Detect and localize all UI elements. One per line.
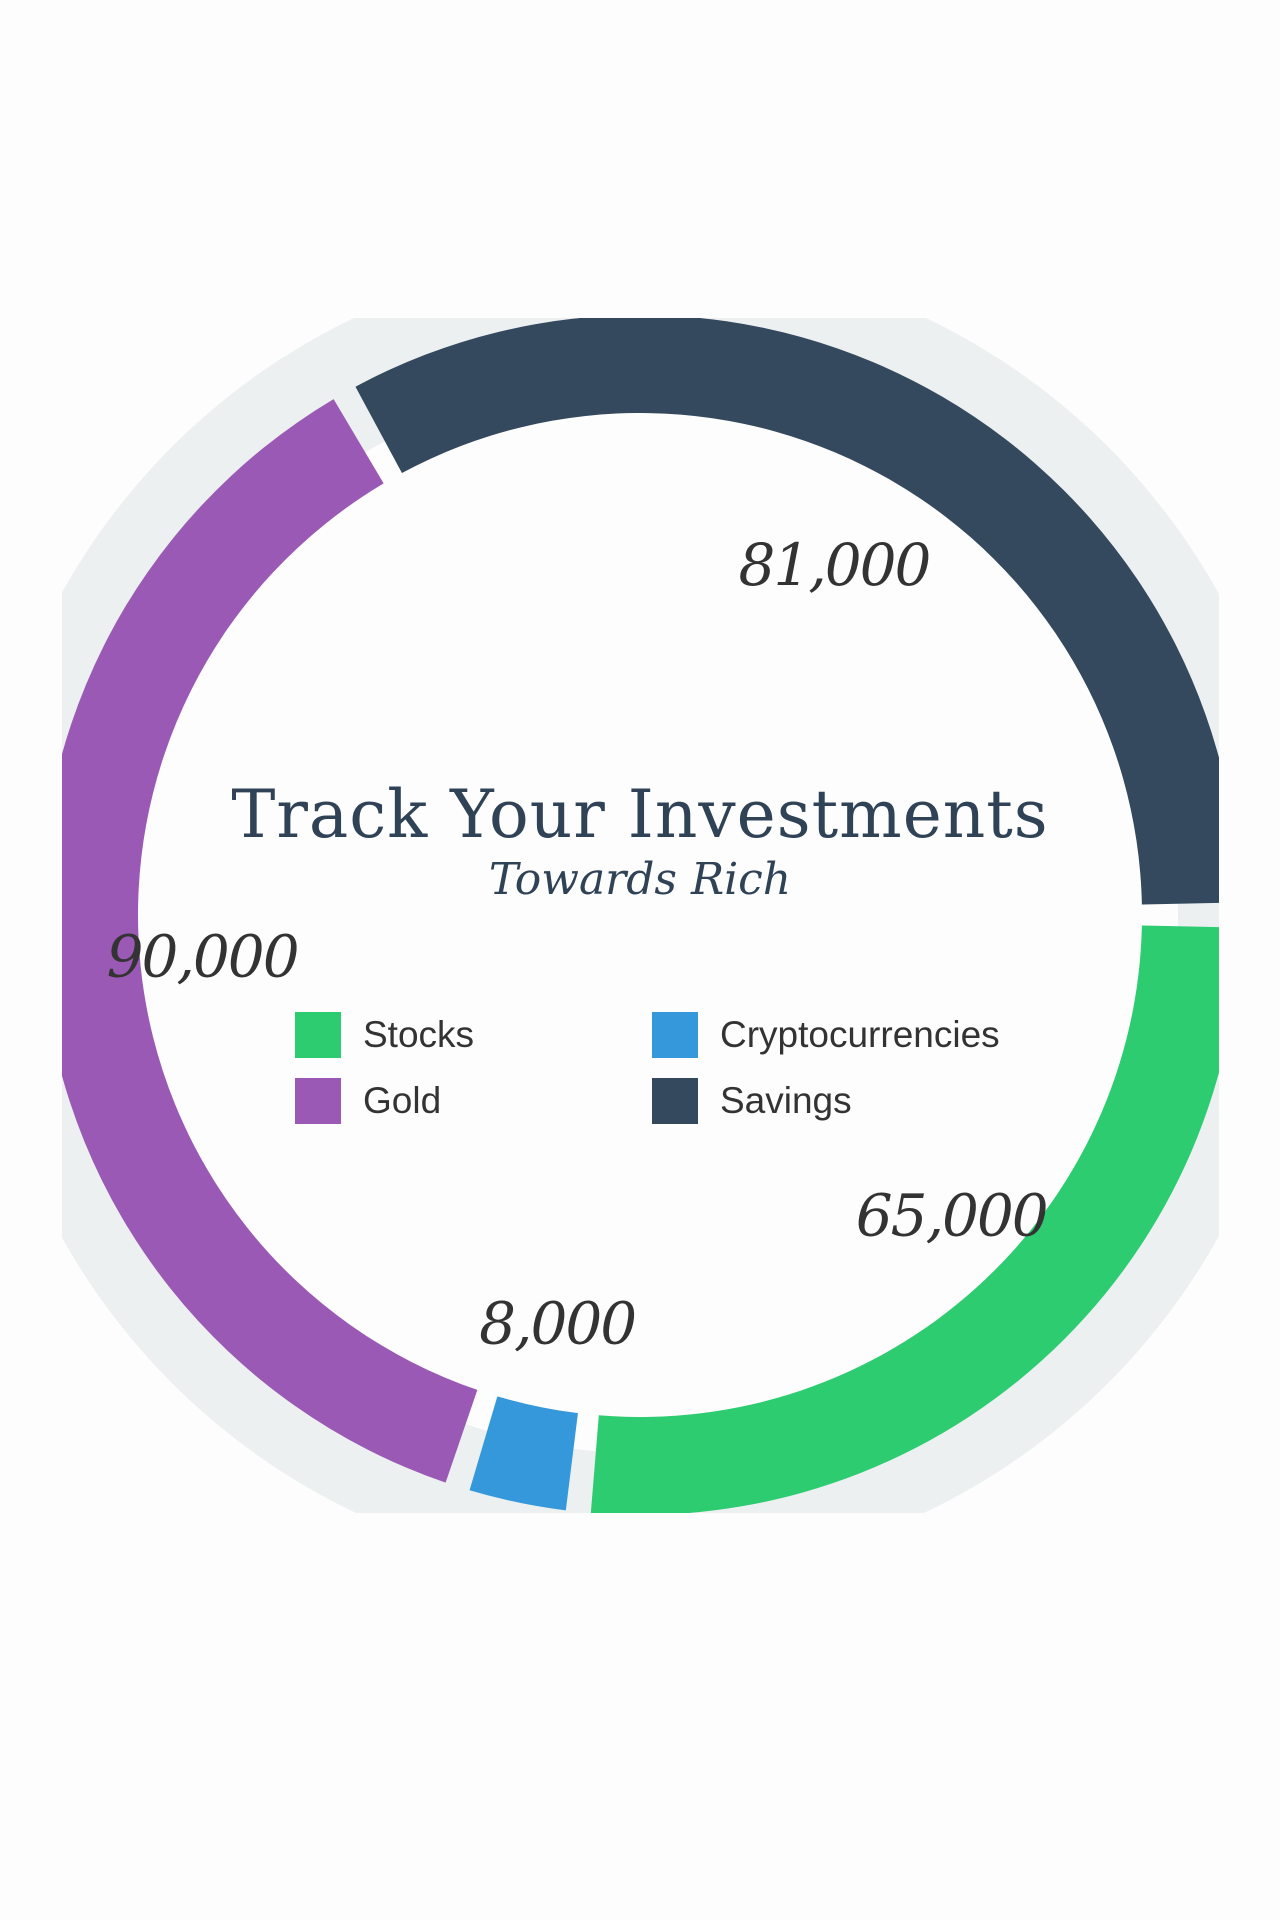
legend-label-gold: Gold: [363, 1080, 442, 1121]
slice-stocks: [590, 925, 1219, 1513]
data-label-gold: 90,000: [107, 923, 299, 991]
legend-item-stocks: Stocks: [295, 1012, 652, 1058]
legend-item-cryptocurrencies: Cryptocurrencies: [652, 1012, 1035, 1058]
data-label-cryptocurrencies: 8,000: [479, 1289, 636, 1357]
data-label-savings: 81,000: [739, 531, 931, 599]
legend-swatch-cryptocurrencies: [652, 1012, 698, 1058]
legend-swatch-stocks: [295, 1012, 341, 1058]
data-label-stocks: 65,000: [856, 1182, 1048, 1250]
slice-cryptocurrencies: [469, 1396, 578, 1511]
legend-label-savings: Savings: [720, 1080, 852, 1121]
legend-swatch-gold: [295, 1078, 341, 1124]
legend-label-stocks: Stocks: [363, 1014, 475, 1055]
legend-swatch-savings: [652, 1078, 698, 1124]
legend-label-cryptocurrencies: Cryptocurrencies: [720, 1014, 1000, 1055]
legend: Stocks Cryptocurrencies Gold Savings: [295, 1012, 1035, 1124]
slice-gold: [62, 399, 478, 1483]
chart-subtitle: Towards Rich: [489, 854, 791, 905]
legend-item-savings: Savings: [652, 1078, 1035, 1124]
chart-title: Track Your Investments: [231, 776, 1048, 853]
legend-item-gold: Gold: [295, 1078, 652, 1124]
slice-savings: [355, 318, 1219, 905]
